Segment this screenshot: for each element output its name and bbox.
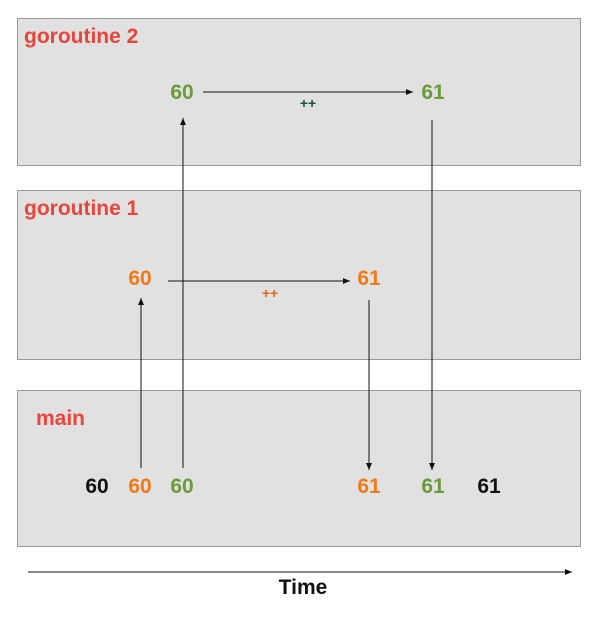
main-value-final: 61 xyxy=(477,475,501,498)
main-panel xyxy=(17,390,581,547)
goroutine-1-before-value: 60 xyxy=(128,267,152,290)
main-value-sent-goroutine-2: 60 xyxy=(170,475,194,498)
goroutine-1-after-value: 61 xyxy=(357,267,381,290)
main-value-from-goroutine-1: 61 xyxy=(357,475,381,498)
goroutine-2-before-value: 60 xyxy=(170,81,194,104)
main-value-initial: 60 xyxy=(85,475,109,498)
goroutine-1-title: goroutine 1 xyxy=(24,197,139,220)
goroutine-2-title: goroutine 2 xyxy=(24,25,139,48)
goroutine-1-increment-label: ++ xyxy=(261,285,279,301)
main-title: main xyxy=(36,407,86,430)
time-axis-label: Time xyxy=(278,576,328,599)
goroutine-2-increment-label: ++ xyxy=(299,95,317,111)
main-value-sent-goroutine-1: 60 xyxy=(128,475,152,498)
goroutine-1-panel xyxy=(17,190,581,360)
main-value-from-goroutine-2: 61 xyxy=(421,475,445,498)
goroutine-2-after-value: 61 xyxy=(421,81,445,104)
